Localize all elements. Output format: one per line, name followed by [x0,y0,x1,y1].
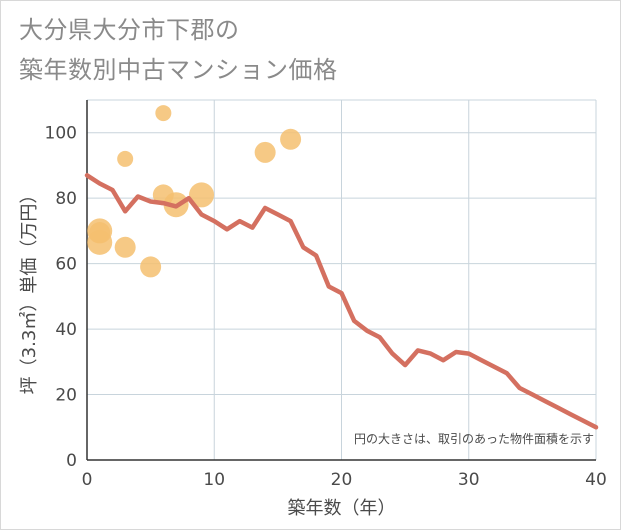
bubble-size-note: 円の大きさは、取引のあった物件面積を示す [354,431,594,446]
y-tick-label: 40 [55,320,77,340]
scatter-point [254,141,276,163]
x-tick-label: 0 [82,470,93,490]
scatter-points [87,105,302,278]
y-tick-label: 20 [55,386,77,406]
tick-labels: 0 10 20 30 40 0 20 40 60 80 100 [45,124,607,490]
scatter-point [89,222,111,244]
y-tick-label: 60 [55,255,77,275]
scatter-point [114,236,136,258]
scatter-point [155,105,172,122]
grid-lines [87,99,597,460]
average-price-line [84,173,599,430]
y-tick-label: 0 [66,451,77,471]
scatter-point [140,256,162,278]
y-tick-label: 80 [55,189,77,209]
y-tick-label: 100 [45,124,77,144]
x-tick-label: 20 [331,470,353,490]
chart-title-line1: 大分県大分市下郡の [19,16,240,44]
scatter-point [280,128,302,150]
x-axis-title: 築年数（年） [288,498,396,519]
axes [86,100,596,461]
average-line [84,173,599,430]
x-tick-label: 10 [203,470,225,490]
scatter-point [189,182,215,208]
x-tick-label: 40 [585,470,607,490]
chart-title-line2: 築年数別中古マンション価格 [19,56,338,84]
scatter-point [117,150,134,167]
y-axis-title: 坪（3.3㎡）単価（万円） [18,186,40,395]
x-tick-label: 30 [458,470,480,490]
